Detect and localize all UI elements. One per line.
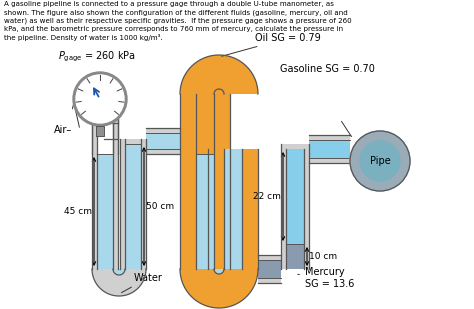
Circle shape <box>360 141 400 181</box>
Polygon shape <box>309 135 350 163</box>
Text: Gasoline SG = 0.70: Gasoline SG = 0.70 <box>280 64 375 74</box>
Polygon shape <box>92 269 146 296</box>
Text: $P_{\rm gage}$ = 260 kPa: $P_{\rm gage}$ = 260 kPa <box>58 50 136 64</box>
Polygon shape <box>224 149 242 269</box>
Polygon shape <box>96 126 104 136</box>
Text: Water: Water <box>121 273 163 293</box>
Polygon shape <box>104 124 113 138</box>
Text: A gasoline pipeline is connected to a pressure gage through a double U-tube mano: A gasoline pipeline is connected to a pr… <box>4 1 352 41</box>
Text: 45 cm: 45 cm <box>64 207 92 216</box>
Polygon shape <box>214 269 224 274</box>
Polygon shape <box>208 149 258 269</box>
Polygon shape <box>309 140 350 158</box>
Polygon shape <box>92 119 118 269</box>
Circle shape <box>350 131 410 191</box>
Polygon shape <box>214 89 224 94</box>
Text: Pipe: Pipe <box>370 156 391 166</box>
Polygon shape <box>97 154 113 269</box>
Polygon shape <box>180 94 230 269</box>
Polygon shape <box>125 144 141 269</box>
Circle shape <box>76 75 124 123</box>
Text: 10 cm: 10 cm <box>309 252 337 261</box>
Polygon shape <box>113 269 125 275</box>
Polygon shape <box>146 128 180 154</box>
Polygon shape <box>92 119 118 154</box>
Polygon shape <box>180 55 258 94</box>
Polygon shape <box>286 244 304 269</box>
Polygon shape <box>146 133 180 149</box>
Text: 22 cm: 22 cm <box>253 192 281 201</box>
Polygon shape <box>104 123 118 139</box>
Circle shape <box>73 72 127 126</box>
Text: 50 cm: 50 cm <box>146 202 174 211</box>
Polygon shape <box>258 260 281 278</box>
Text: Mercury
SG = 13.6: Mercury SG = 13.6 <box>298 267 355 289</box>
Text: Air–: Air– <box>54 125 72 135</box>
Polygon shape <box>120 139 146 269</box>
Text: Oil SG = 0.79: Oil SG = 0.79 <box>222 33 321 56</box>
Polygon shape <box>258 255 281 283</box>
Polygon shape <box>97 119 113 154</box>
Polygon shape <box>196 154 214 269</box>
Polygon shape <box>281 144 309 269</box>
Polygon shape <box>180 269 258 308</box>
Polygon shape <box>286 149 304 244</box>
